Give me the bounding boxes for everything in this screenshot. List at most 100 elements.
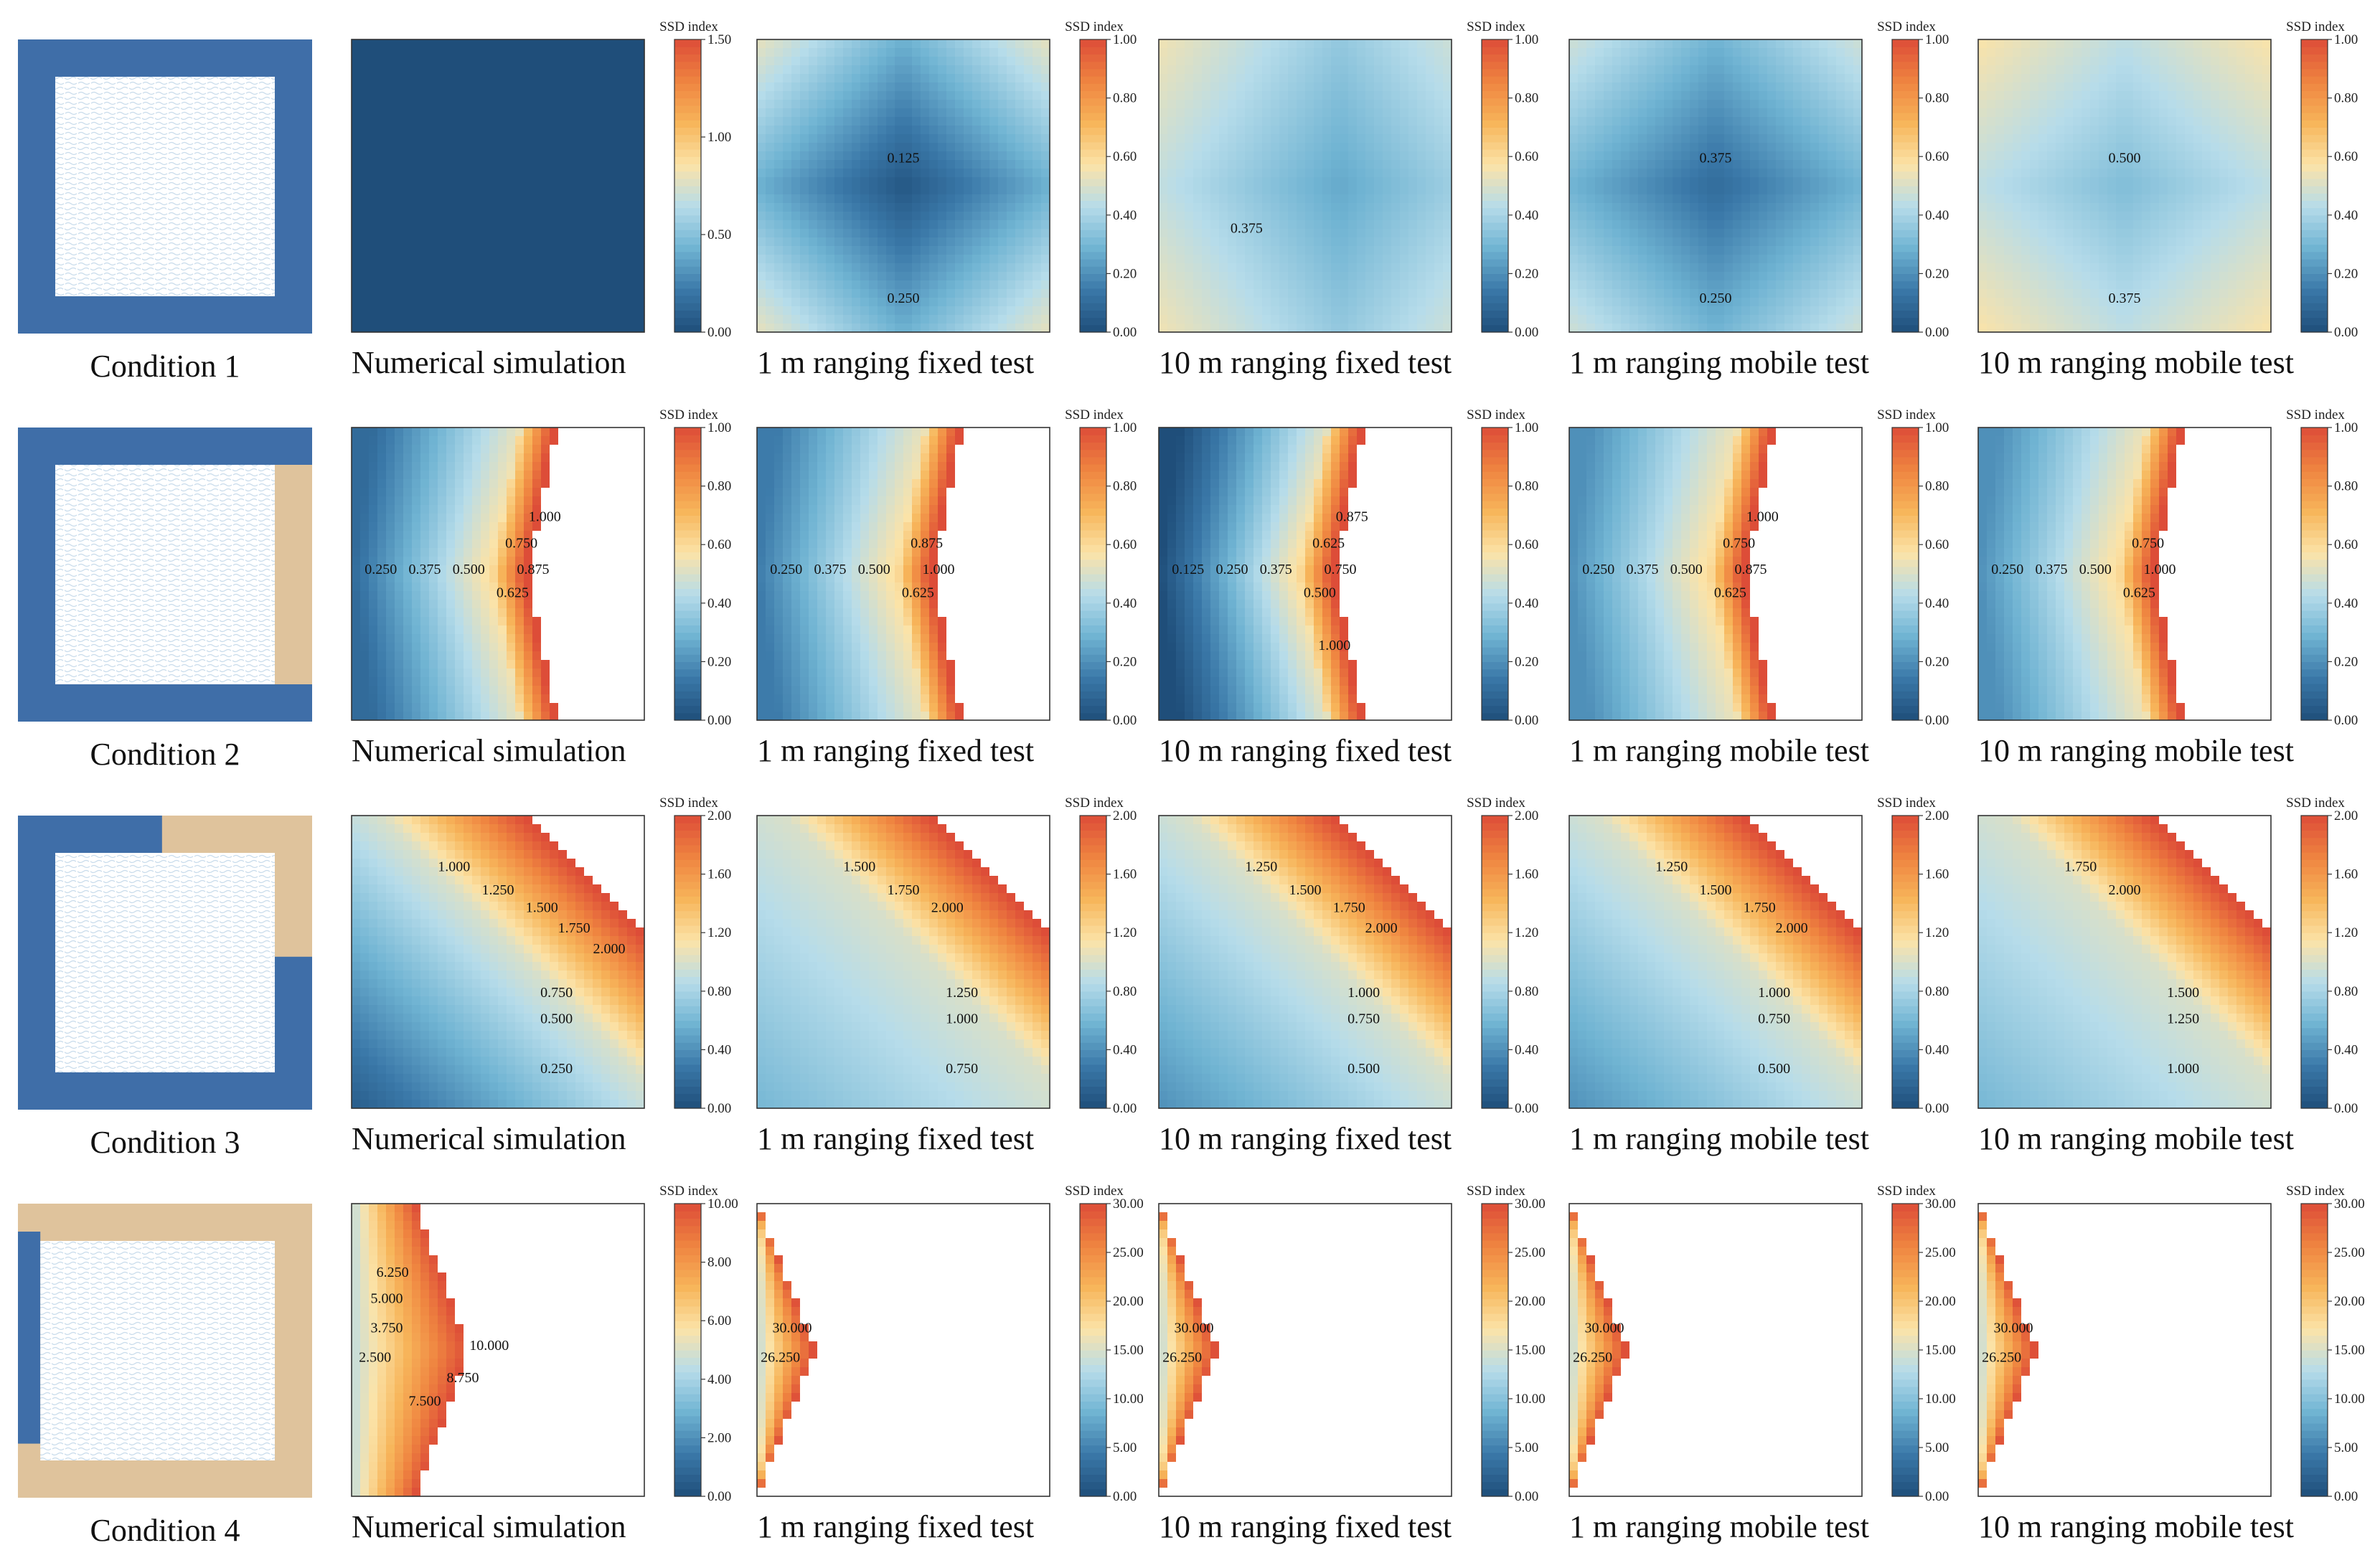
heatmap-cell — [1015, 57, 1025, 66]
heatmap-cell — [1776, 177, 1785, 186]
heatmap-cell — [964, 134, 973, 143]
heatmap-cell — [757, 74, 766, 83]
heatmap-cell — [438, 134, 447, 143]
heatmap-cell — [464, 160, 473, 169]
heatmap-cell — [852, 272, 861, 281]
heatmap-cell — [584, 100, 593, 109]
heatmap-cell — [472, 100, 481, 109]
heatmap-cell — [377, 246, 387, 255]
heatmap-cell — [429, 169, 438, 178]
heatmap-cell — [989, 74, 999, 83]
heatmap-cell — [550, 203, 559, 212]
heatmap-cell — [766, 82, 775, 92]
heatmap-cell — [464, 324, 473, 333]
heatmap-cell — [964, 194, 973, 204]
heatmap-cell — [955, 108, 964, 118]
heatmap-cell — [1647, 237, 1656, 247]
heatmap-cell — [1741, 186, 1751, 195]
heatmap-cell — [1185, 74, 1194, 83]
heatmap-cell — [1024, 203, 1033, 212]
heatmap-cell — [593, 74, 602, 83]
heatmap-cell — [446, 263, 456, 273]
heatmap-cell — [1741, 151, 1751, 161]
heatmap-cell — [1690, 229, 1699, 238]
heatmap-cell — [1595, 117, 1604, 126]
heatmap-cell — [403, 91, 413, 100]
heatmap-cell — [1681, 306, 1690, 316]
heatmap-cell — [1621, 48, 1630, 57]
heatmap-cell — [903, 203, 913, 212]
colorbar-tick-label: 0.80 — [1925, 91, 1949, 106]
heatmap-cell — [1210, 151, 1220, 161]
heatmap-cell — [1802, 126, 1811, 135]
heatmap-cell — [352, 91, 361, 100]
heatmap-cell — [524, 65, 533, 75]
heatmap-cell — [1202, 74, 1211, 83]
heatmap-cell — [1978, 263, 1988, 273]
heatmap-cell — [386, 203, 395, 212]
heatmap-cell — [1716, 57, 1725, 66]
heatmap-cell — [532, 263, 542, 273]
heatmap-cell — [938, 160, 947, 169]
heatmap-cell — [1228, 306, 1237, 316]
colorbar-tick-label: 0.20 — [1113, 266, 1137, 281]
heatmap-cell — [1193, 203, 1203, 212]
heatmap-cell — [1193, 177, 1203, 186]
heatmap-cell — [593, 315, 602, 324]
heatmap-cell — [1254, 177, 1263, 186]
colorbar-step — [1080, 105, 1106, 113]
heatmap-cell — [1219, 272, 1228, 281]
colorbar-step — [1482, 186, 1508, 194]
heatmap-cell — [1262, 39, 1271, 49]
heatmap-cell — [489, 126, 499, 135]
heatmap-cell — [1340, 280, 1349, 290]
heatmap-cell — [1578, 177, 1587, 186]
heatmap-cell — [1193, 263, 1203, 273]
heatmap-cell — [1836, 263, 1845, 273]
heatmap-cell — [1776, 74, 1785, 83]
heatmap-cell — [1724, 100, 1734, 109]
heatmap-cell — [895, 306, 904, 316]
heatmap-cell — [575, 100, 585, 109]
heatmap-cell — [1391, 134, 1401, 143]
heatmap-cell — [1245, 126, 1254, 135]
heatmap-cell — [1664, 57, 1673, 66]
heatmap-cell — [1245, 39, 1254, 49]
heatmap-cell — [903, 229, 913, 238]
heatmap-cell — [601, 134, 611, 143]
heatmap-cell — [1776, 263, 1785, 273]
heatmap-cell — [1604, 237, 1613, 247]
heatmap-cell — [1245, 194, 1254, 204]
heatmap-cell — [1236, 324, 1246, 333]
heatmap-cell — [532, 65, 542, 75]
heatmap-cell — [852, 57, 861, 66]
heatmap-cell — [1612, 306, 1622, 316]
colorbar-step — [674, 98, 701, 106]
heatmap-cell — [834, 220, 844, 230]
heatmap-cell — [1978, 229, 1988, 238]
heatmap-cell — [766, 194, 775, 204]
heatmap-cell — [1015, 229, 1025, 238]
heatmap-cell — [869, 57, 878, 66]
heatmap-cell — [532, 246, 542, 255]
heatmap-cell — [2004, 237, 2013, 247]
heatmap-cell — [489, 237, 499, 247]
heatmap-cell — [1348, 280, 1358, 290]
heatmap-cell — [1612, 39, 1622, 49]
heatmap-cell — [1698, 272, 1708, 281]
heatmap-cell — [1569, 82, 1579, 92]
heatmap-cell — [464, 229, 473, 238]
heatmap-cell — [567, 280, 576, 290]
heatmap-cell — [1995, 194, 2005, 204]
heatmap-cell — [1245, 186, 1254, 195]
heatmap-cell — [377, 169, 387, 178]
heatmap-cell — [817, 246, 827, 255]
heatmap-cell — [541, 194, 550, 204]
heatmap-cell — [1254, 74, 1263, 83]
heatmap-cell — [1245, 108, 1254, 118]
heatmap-cell — [1041, 194, 1050, 204]
heatmap-cell — [1750, 298, 1759, 307]
heatmap-cell — [1995, 272, 2005, 281]
heatmap-cell — [1331, 74, 1340, 83]
heatmap-cell — [860, 212, 870, 221]
